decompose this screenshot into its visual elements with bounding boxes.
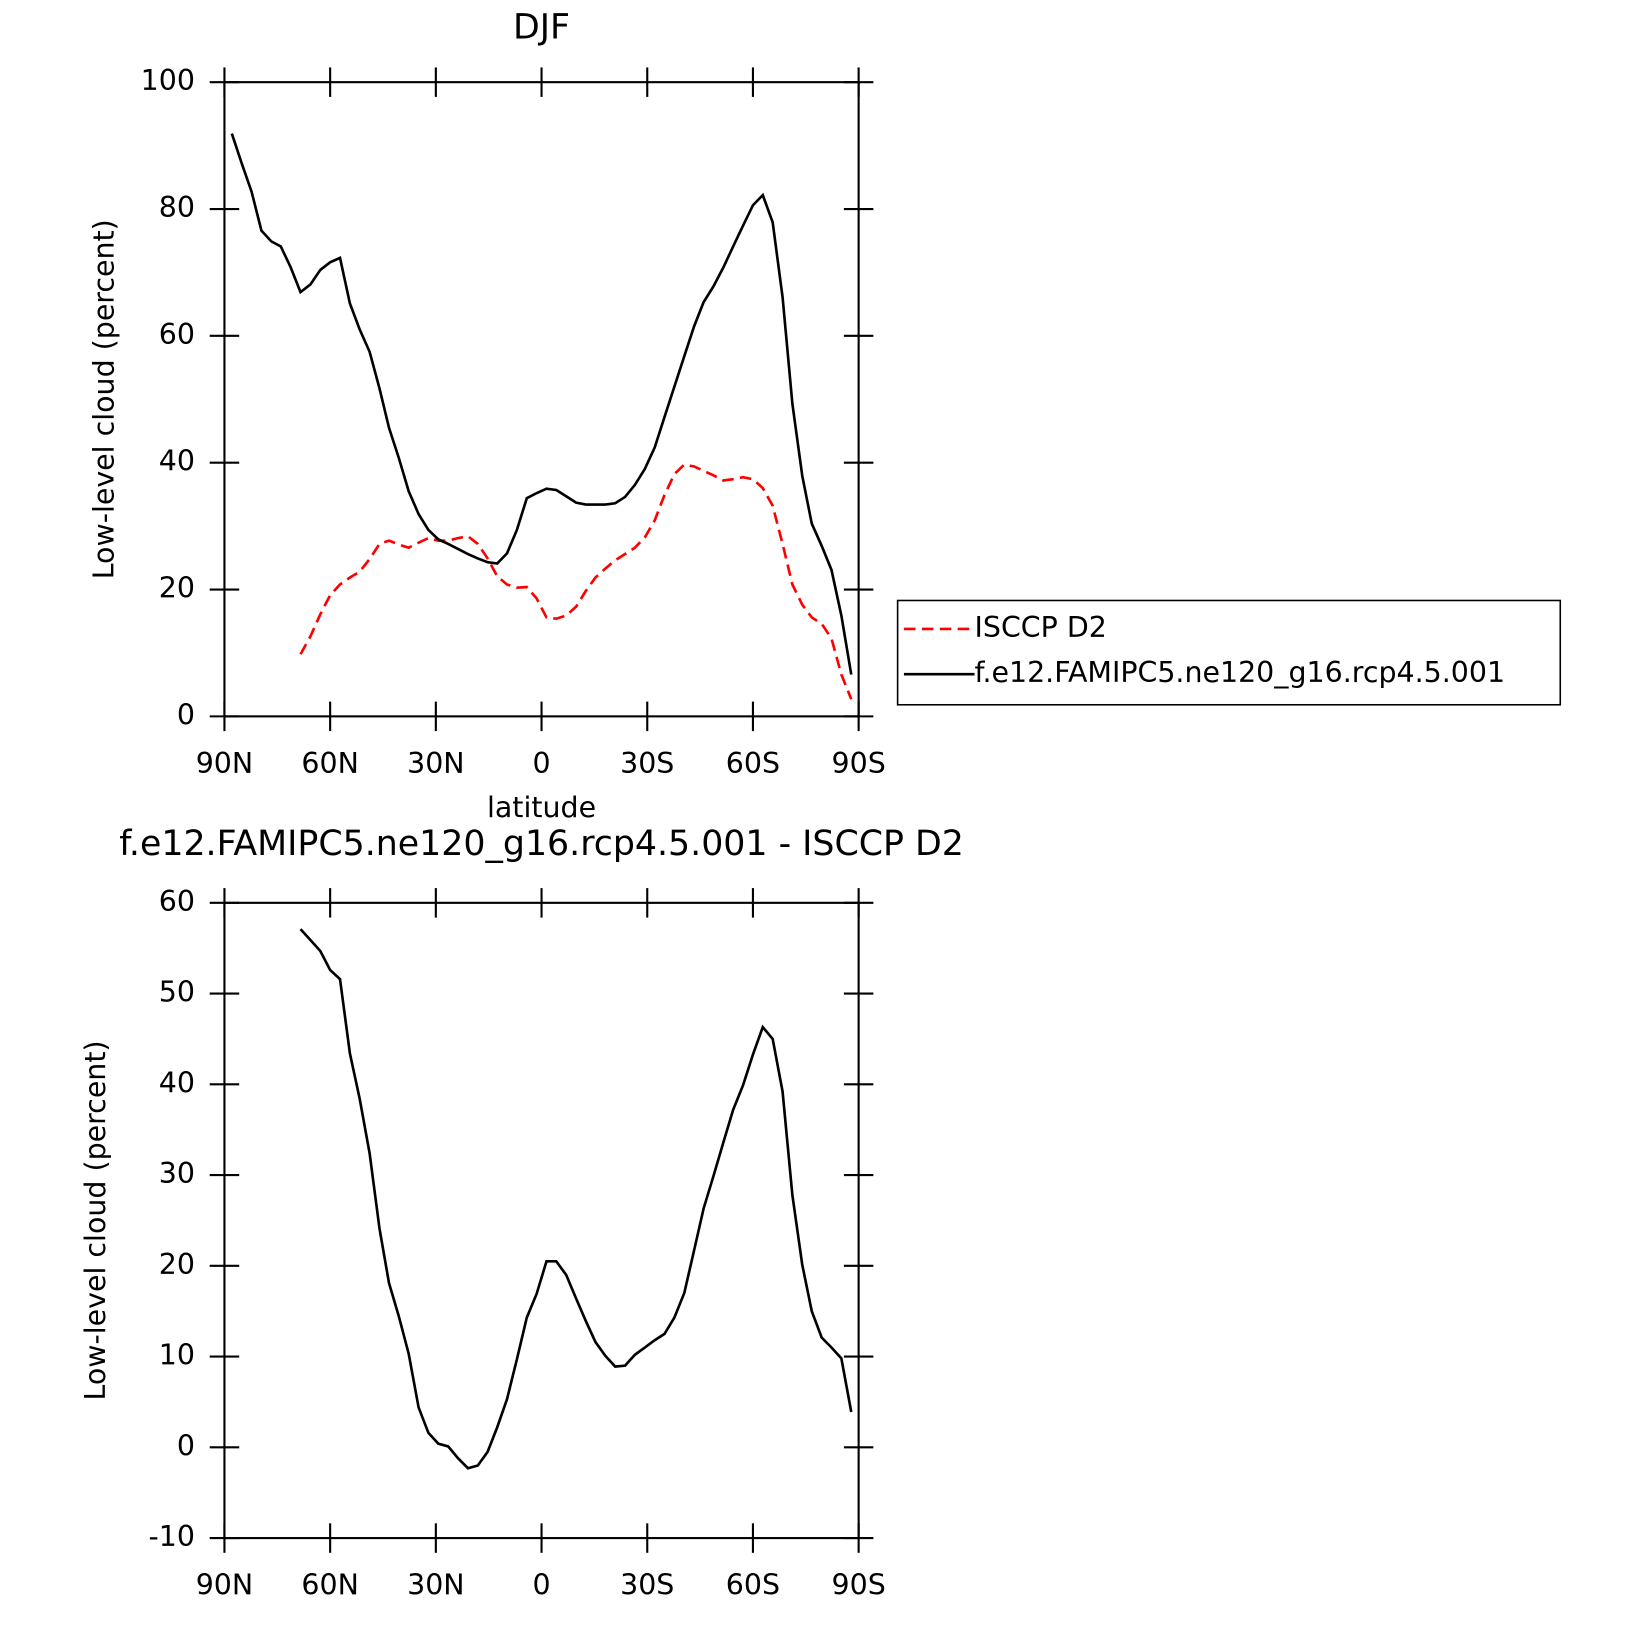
legend-label: ISCCP D2 — [975, 611, 1107, 644]
legend-label: f.e12.FAMIPC5.ne120_g16.rcp4.5.001 — [975, 656, 1506, 689]
x-tick-label: 30N — [407, 747, 464, 780]
y-tick-label: 40 — [159, 1066, 195, 1099]
x-tick-label: 30N — [407, 1569, 464, 1602]
x-tick-label: 0 — [532, 1569, 550, 1602]
x-tick-label: 30S — [620, 1569, 674, 1602]
y-tick-label: 60 — [159, 318, 195, 351]
y-tick-label: 80 — [159, 191, 195, 224]
plot-frame — [223, 901, 860, 1540]
y-tick-label: 10 — [159, 1339, 195, 1372]
y-tick-label: -10 — [148, 1520, 194, 1553]
x-tick-label: 90S — [832, 747, 886, 780]
y-tick-label: 60 — [159, 885, 195, 918]
x-tick-label: 90N — [196, 1569, 253, 1602]
y-tick-label: 20 — [159, 572, 195, 605]
y-tick-label: 50 — [159, 976, 195, 1009]
data-line — [230, 133, 853, 675]
plot-frame — [223, 81, 860, 718]
x-tick-label: 30S — [620, 747, 674, 780]
y-tick-label: 0 — [177, 698, 195, 731]
data-line — [299, 463, 853, 700]
chart-title: f.e12.FAMIPC5.ne120_g16.rcp4.5.001 - ISC… — [119, 824, 964, 864]
y-tick-label: 100 — [141, 64, 195, 97]
x-tick-label: 90N — [196, 747, 253, 780]
y-tick-label: 0 — [177, 1429, 195, 1462]
y-tick-label: 30 — [159, 1157, 195, 1190]
x-tick-label: 0 — [532, 747, 550, 780]
y-tick-label: 40 — [159, 445, 195, 478]
legend-box — [896, 599, 1562, 706]
x-axis-label: latitude — [487, 791, 596, 824]
x-tick-label: 60N — [301, 747, 358, 780]
x-tick-label: 60S — [726, 747, 780, 780]
chart-title: DJF — [513, 7, 570, 47]
x-tick-label: 60N — [301, 1569, 358, 1602]
x-tick-label: 90S — [832, 1569, 886, 1602]
x-tick-label: 60S — [726, 1569, 780, 1602]
y-tick-label: 20 — [159, 1248, 195, 1281]
data-line — [299, 928, 853, 1470]
y-axis-label: Low-level cloud (percent) — [79, 1040, 112, 1400]
y-axis-label: Low-level cloud (percent) — [87, 219, 120, 579]
